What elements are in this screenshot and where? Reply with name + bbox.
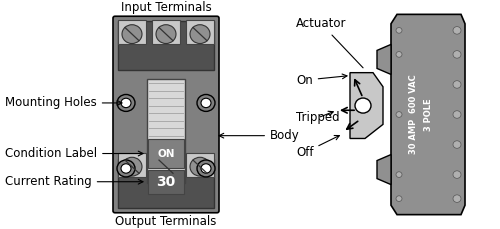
- Text: Output Terminals: Output Terminals: [116, 215, 216, 228]
- Text: Current Rating: Current Rating: [5, 175, 143, 188]
- Circle shape: [396, 196, 402, 202]
- Circle shape: [117, 95, 135, 111]
- Circle shape: [201, 98, 211, 108]
- Text: Actuator: Actuator: [296, 17, 363, 68]
- Bar: [152, 20, 180, 44]
- Circle shape: [122, 157, 142, 176]
- Circle shape: [453, 27, 461, 34]
- Bar: [148, 139, 184, 168]
- Circle shape: [396, 52, 402, 57]
- Circle shape: [453, 171, 461, 178]
- Text: Mounting Holes: Mounting Holes: [5, 96, 122, 109]
- Circle shape: [396, 112, 402, 117]
- Polygon shape: [391, 14, 465, 215]
- Circle shape: [190, 157, 210, 176]
- Text: Tripped: Tripped: [296, 111, 340, 124]
- Bar: [118, 159, 214, 208]
- Circle shape: [396, 172, 402, 177]
- Text: Body: Body: [219, 129, 300, 142]
- Circle shape: [396, 27, 402, 33]
- Bar: [148, 169, 184, 194]
- Polygon shape: [377, 44, 391, 74]
- Text: 30 AMP  600 VAC
3 POLE: 30 AMP 600 VAC 3 POLE: [409, 75, 433, 154]
- Bar: [186, 153, 214, 177]
- Circle shape: [122, 25, 142, 44]
- Polygon shape: [377, 155, 391, 185]
- Circle shape: [121, 98, 131, 108]
- Circle shape: [197, 160, 215, 177]
- Circle shape: [453, 141, 461, 148]
- Circle shape: [201, 164, 211, 173]
- Text: On: On: [296, 74, 347, 87]
- Circle shape: [121, 164, 131, 173]
- Text: 30: 30: [156, 175, 176, 189]
- Text: Off: Off: [296, 136, 340, 159]
- Bar: [147, 79, 185, 183]
- Text: Condition Label: Condition Label: [5, 147, 143, 160]
- Bar: [118, 20, 146, 44]
- Text: Input Terminals: Input Terminals: [120, 1, 212, 14]
- Bar: [118, 153, 146, 177]
- Text: ON: ON: [157, 149, 175, 158]
- Circle shape: [453, 81, 461, 88]
- Circle shape: [156, 157, 176, 176]
- Circle shape: [453, 111, 461, 118]
- Bar: [186, 20, 214, 44]
- Bar: [152, 153, 180, 177]
- FancyBboxPatch shape: [113, 16, 219, 213]
- Circle shape: [355, 98, 371, 113]
- Bar: [118, 21, 214, 70]
- Circle shape: [453, 51, 461, 58]
- Circle shape: [453, 195, 461, 202]
- Circle shape: [156, 25, 176, 44]
- Circle shape: [117, 160, 135, 177]
- Circle shape: [197, 95, 215, 111]
- Polygon shape: [350, 73, 383, 139]
- Circle shape: [190, 25, 210, 44]
